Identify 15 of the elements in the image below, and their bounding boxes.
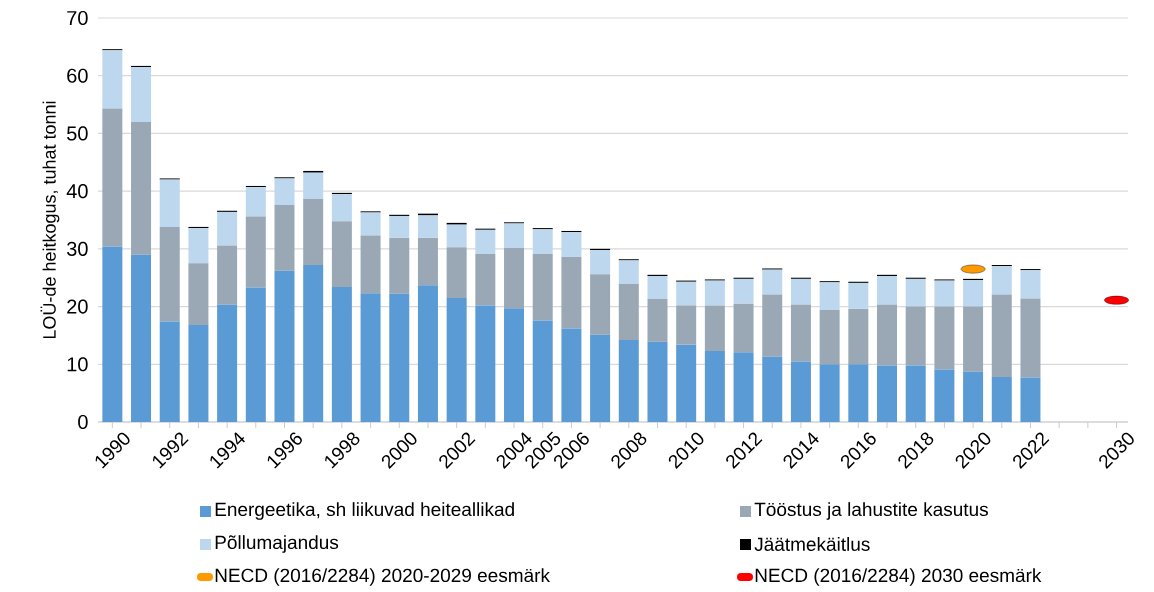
y-tick-label: 70 bbox=[67, 10, 88, 26]
y-tick-label: 40 bbox=[66, 184, 88, 199]
legend-label: Energeetika, sh liikuvad heiteallikad bbox=[215, 502, 514, 520]
y-tick-label: 60 bbox=[67, 68, 88, 83]
y-axis-title: LOÜ-de heitkogus, tuhat tonni bbox=[40, 101, 60, 339]
y-tick-label: 0 bbox=[78, 414, 88, 430]
y-tick-label: 50 bbox=[67, 126, 88, 141]
legend-label: Jäätmekäitlus bbox=[754, 537, 870, 551]
legend-label: Tööstus ja lahustite kasutus bbox=[754, 502, 988, 520]
y-tick-label: 10 bbox=[67, 357, 88, 372]
legend-label: NECD (2016/2284) 2020-2029 eesmärk bbox=[215, 568, 551, 586]
legend-label: NECD (2016/2284) 2030 eesmärk bbox=[755, 568, 1042, 586]
y-tick-label: 30 bbox=[66, 241, 88, 256]
y-tick-label: 20 bbox=[67, 299, 88, 314]
legend-label: Põllumajandus bbox=[215, 535, 339, 553]
